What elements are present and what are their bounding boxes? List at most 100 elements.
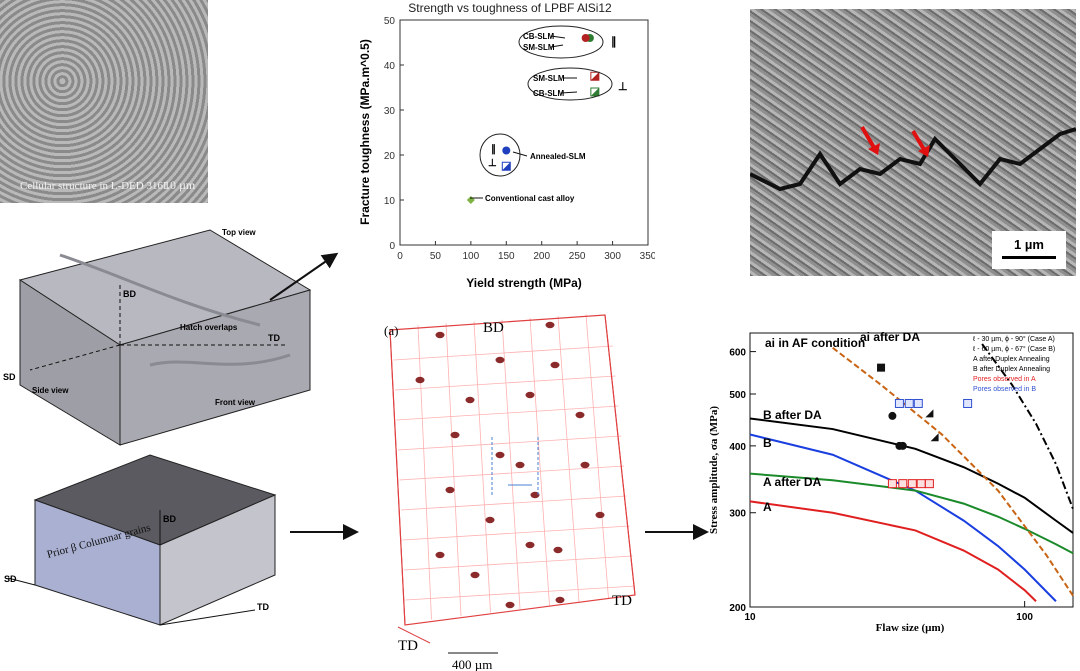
chart2-plot-area <box>749 332 1074 608</box>
label-cb-slm-par: CB-SLM <box>523 32 554 41</box>
hatch-overlaps-label: Hatch overlaps <box>180 323 238 332</box>
chart1-xlabel: Yield strength (MPa) <box>466 276 582 290</box>
ct-pore <box>465 396 475 404</box>
red-arrow-2-head <box>918 145 930 157</box>
chart2-line <box>749 472 1074 555</box>
ct-pore <box>525 541 535 549</box>
ct-pore <box>580 461 590 469</box>
arrow-block-to-chart <box>269 252 339 301</box>
group-ellipse-annealed <box>479 133 521 177</box>
ct-pore <box>555 596 565 604</box>
legend-0: ℓ - 30 µm, ϕ - 90° (Case A) <box>972 335 1055 343</box>
ct-pore <box>445 486 455 494</box>
ct-grid-line <box>402 525 630 541</box>
chart1-title: Strength vs toughness of LPBF AlSi12 <box>408 1 612 15</box>
fatigue-chart: 10 100 200 300 400 500 600 Flaw size (µm) Stre… <box>708 330 1074 634</box>
chart1-point <box>466 196 475 204</box>
ann-b: B <box>763 436 772 450</box>
chart1-leader-arrow <box>560 91 578 94</box>
ct-pore <box>450 431 460 439</box>
chart2-line <box>832 346 1074 597</box>
chart1-ylabel: Fracture toughness (MPa.m^0.5) <box>358 39 372 225</box>
red-arrow-1-head <box>868 143 880 155</box>
ct-pore <box>595 511 605 519</box>
chart2-ytick-label: 500 <box>729 390 746 401</box>
grain-side-face <box>159 494 276 626</box>
chart2-pore-b <box>894 398 904 408</box>
legend-4: Pores observed in A <box>973 376 1036 383</box>
legend-5: Pores observed in B <box>973 386 1036 393</box>
ct-grid-line <box>393 345 613 361</box>
chart2-point <box>930 433 939 442</box>
grain-td-label: TD <box>257 602 269 612</box>
chart2-pore-a <box>916 479 926 489</box>
ct-pore <box>495 451 505 459</box>
chart2-point <box>877 363 886 372</box>
chart1-plot-area <box>399 19 649 246</box>
label-cast: Conventional cast alloy <box>485 194 575 203</box>
label-annealed-perp: ⊥ <box>488 158 497 169</box>
ct-grid-line <box>529 317 550 606</box>
ct-grid-line <box>557 316 580 603</box>
ct-pore <box>545 321 555 329</box>
chart2-ylabel: Stress amplitude, σa (MPa) <box>708 406 720 534</box>
strength-toughness-chart: Strength vs toughness of LPBF AlSi12 0 50… <box>358 1 655 290</box>
ct-panel-label: (a) <box>384 323 398 338</box>
ct-grid-line <box>585 314 609 599</box>
label-sm-slm-par: SM-SLM <box>523 43 555 52</box>
ct-pore <box>485 516 495 524</box>
ct-grid-line <box>403 555 633 571</box>
label-annealed: Annealed-SLM <box>530 152 586 161</box>
chart2-pore-a <box>924 479 934 489</box>
crack-overlay <box>750 125 1076 192</box>
chart1-ytick-label: 50 <box>384 16 396 27</box>
chart2-ytick-label: 200 <box>729 603 746 614</box>
ct-grid-line <box>473 321 491 613</box>
chart2-line <box>749 500 1037 602</box>
chart1-ytick-label: 30 <box>384 106 396 117</box>
chart2-xlabel: Flaw size (µm) <box>876 622 945 634</box>
chart2-pore-a <box>887 479 897 489</box>
chart1-leader-arrow <box>550 35 566 39</box>
ct-pore-volume: (a) BD TD TD 400 µm <box>384 314 636 671</box>
group-ellipse-perp <box>527 67 613 101</box>
label-sm-slm-perp: SM-SLM <box>533 74 565 83</box>
legend-1: ℓ - 60 µm, ϕ - 67° (Case B) <box>972 345 1055 353</box>
build-block-diagram: BD TD SD Top view Hatch overlaps Front v… <box>3 228 312 446</box>
ct-pore <box>553 546 563 554</box>
label-annealed-par: ∥ <box>491 144 496 155</box>
ann-a-da: A after DA <box>763 475 822 489</box>
ct-grid-line <box>501 319 521 610</box>
ct-grid-line <box>400 495 627 511</box>
ct-pore <box>530 491 540 499</box>
chart2-line <box>981 343 1074 510</box>
legend-3: B after Duplex Annealing <box>973 366 1050 373</box>
chart2-point <box>888 411 897 420</box>
block-sd-label: SD <box>3 372 16 382</box>
label-perp-symbol: ⊥ <box>618 81 628 93</box>
chart1-xtick-label: 250 <box>569 251 586 262</box>
chart2-point <box>925 409 934 418</box>
chart1-point <box>502 146 511 155</box>
scale-bar-label: 1 µm <box>1014 237 1044 252</box>
ct-pore <box>575 411 585 419</box>
ct-pore <box>470 571 480 579</box>
scale-bar-box: 1 µm <box>992 231 1066 269</box>
ct-pore <box>435 331 445 339</box>
top-view-label: Top view <box>222 228 256 237</box>
ct-pore <box>515 461 525 469</box>
ct-scale-label: 400 µm <box>452 657 492 671</box>
chart1-point <box>581 34 590 42</box>
chart2-pore-b <box>904 398 914 408</box>
chart1-xtick-label: 50 <box>430 251 442 262</box>
block-td-label: TD <box>268 333 280 343</box>
chart1-point-fill <box>590 72 599 81</box>
chart1-ytick-label: 0 <box>389 241 395 252</box>
chart2-xtick-label: 10 <box>744 612 756 623</box>
chart2-pore-a <box>898 479 908 489</box>
chart2-line <box>749 417 1074 534</box>
chart2-pore-a <box>907 479 917 489</box>
ann-ai-da: ai after DA <box>860 330 920 344</box>
ann-b-da: B after DA <box>763 408 822 422</box>
